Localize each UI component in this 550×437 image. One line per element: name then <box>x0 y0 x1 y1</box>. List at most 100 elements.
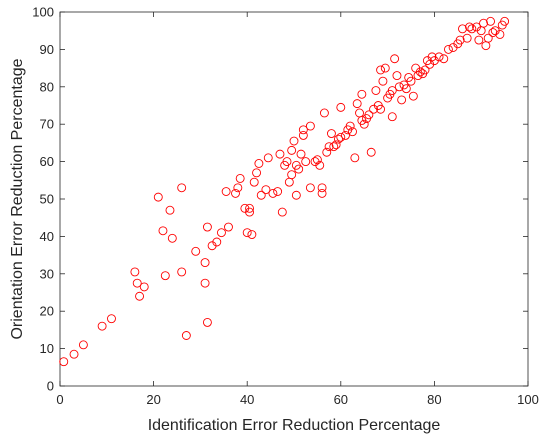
data-point <box>326 129 336 139</box>
data-point <box>291 190 301 200</box>
x-axis-label: Identification Error Reduction Percentag… <box>148 417 441 434</box>
x-tick-label: 60 <box>334 392 348 407</box>
data-point <box>181 331 191 340</box>
data-point <box>359 119 369 129</box>
data-point <box>465 22 474 32</box>
data-point <box>331 140 341 150</box>
data-point <box>165 205 175 215</box>
data-point <box>247 230 257 239</box>
data-point <box>467 24 477 34</box>
data-point <box>319 108 329 118</box>
data-point <box>273 187 283 196</box>
data-point <box>263 153 273 163</box>
data-point <box>69 349 79 359</box>
data-point <box>486 16 496 26</box>
data-point <box>324 142 334 152</box>
data-point <box>200 278 210 288</box>
data-point <box>59 357 69 367</box>
data-point <box>254 159 264 168</box>
data-point <box>345 121 355 131</box>
data-point <box>439 54 449 64</box>
data-point <box>364 110 374 120</box>
data-point <box>495 29 505 39</box>
data-point <box>401 84 411 94</box>
y-tick-label: 60 <box>40 154 54 169</box>
y-tick-label: 50 <box>40 192 54 207</box>
data-point <box>392 71 402 81</box>
y-tick-label: 40 <box>40 229 54 244</box>
data-point <box>406 76 416 86</box>
data-point <box>474 35 484 45</box>
data-point <box>287 145 297 155</box>
x-tick-label: 100 <box>517 392 539 407</box>
data-point <box>387 112 397 122</box>
x-tick-label: 40 <box>240 392 254 407</box>
data-point <box>130 267 140 277</box>
data-point <box>483 33 493 43</box>
x-tick-label: 20 <box>146 392 160 407</box>
data-point <box>322 147 332 157</box>
data-point <box>277 207 287 217</box>
data-point <box>139 282 149 292</box>
data-point <box>275 149 285 159</box>
data-point <box>235 173 245 183</box>
data-point <box>231 188 240 198</box>
data-point <box>160 271 170 281</box>
data-point <box>177 267 187 277</box>
data-point <box>202 222 212 232</box>
x-tick-label: 80 <box>427 392 441 407</box>
data-point <box>298 130 308 140</box>
data-point <box>315 160 325 170</box>
data-point <box>245 203 254 213</box>
data-point <box>252 168 262 178</box>
data-point <box>132 278 142 288</box>
data-point <box>350 153 360 163</box>
data-point <box>305 183 315 193</box>
data-point <box>200 258 210 268</box>
data-point <box>167 233 177 243</box>
data-point <box>500 16 510 26</box>
data-point <box>317 188 327 198</box>
x-tick-label: 0 <box>56 392 63 407</box>
data-point <box>479 18 488 28</box>
data-point <box>153 192 163 202</box>
y-tick-label: 10 <box>40 341 54 356</box>
data-point <box>305 121 315 131</box>
y-tick-label: 90 <box>40 42 54 57</box>
data-point <box>371 86 381 95</box>
data-point <box>221 187 231 196</box>
data-point <box>394 82 404 92</box>
data-point <box>348 127 357 137</box>
data-point <box>289 136 299 146</box>
data-point <box>233 183 243 193</box>
data-point <box>97 321 107 331</box>
data-point <box>282 157 292 167</box>
y-axis-label: Orientation Error Reduction Percentage <box>9 58 26 339</box>
data-point <box>352 99 362 109</box>
data-point <box>334 134 343 144</box>
data-point <box>158 226 168 236</box>
data-point <box>268 188 278 198</box>
data-point <box>462 33 472 43</box>
data-point <box>312 155 322 165</box>
y-tick-label: 30 <box>40 266 54 281</box>
axis-ticks: 0 20 40 60 80 100 0 10 20 30 40 50 60 70 80 90 100 <box>32 5 539 408</box>
data-point <box>298 125 308 135</box>
data-points <box>59 16 510 367</box>
y-tick-label: 20 <box>40 304 54 319</box>
data-point <box>261 185 271 195</box>
data-point <box>336 102 346 112</box>
data-point <box>488 28 498 38</box>
data-point <box>390 54 400 64</box>
data-point <box>380 63 390 73</box>
y-tick-label: 80 <box>40 79 54 94</box>
data-point <box>434 52 444 62</box>
data-point <box>387 86 397 95</box>
data-point <box>357 89 367 99</box>
data-point <box>329 142 339 152</box>
data-point <box>217 228 226 238</box>
y-tick-label: 0 <box>47 379 54 394</box>
data-point <box>366 147 376 157</box>
y-tick-label: 100 <box>32 5 54 20</box>
